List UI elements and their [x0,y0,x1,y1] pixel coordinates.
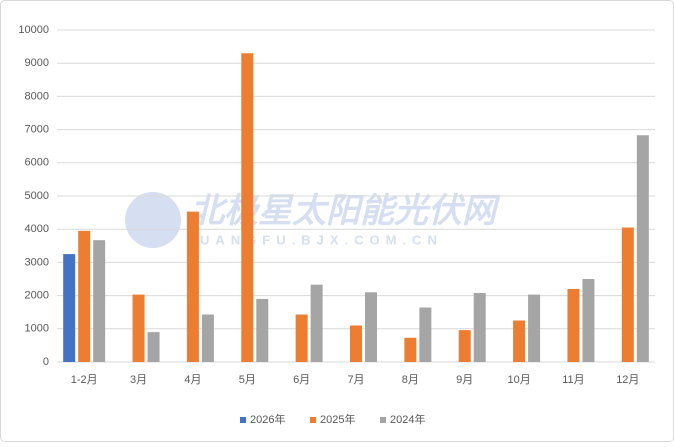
x-tick-label: 4月 [184,374,201,386]
bar [63,254,76,362]
bar [310,284,323,362]
bar [419,307,432,362]
legend-swatch [240,417,246,423]
y-tick-label: 10000 [18,24,49,36]
bar [256,298,269,362]
y-tick-label: 8000 [25,90,49,102]
y-tick-label: 3000 [25,256,49,268]
x-tick-label: 12月 [616,374,639,386]
x-tick-label: 10月 [507,374,530,386]
bar [404,337,417,362]
bar [582,279,595,362]
bar [132,294,145,362]
legend-label: 2024年 [390,412,425,426]
y-tick-label: 5000 [25,190,49,202]
bar [567,288,580,362]
bar [295,314,308,362]
bar [458,330,471,362]
bar [201,314,214,362]
x-tick-label: 11月 [562,374,584,386]
y-tick-label: 1000 [25,323,49,335]
bar [473,292,486,362]
watermark-url: UANGFU.BJX.COM.CN [200,232,443,247]
bar [636,135,649,362]
legend-swatch [310,417,316,423]
x-tick-label: 8月 [402,374,419,386]
y-tick-label: 0 [43,356,49,368]
bar [93,240,106,362]
x-tick-label: 5月 [239,374,256,386]
x-tick-label: 1-2月 [71,374,98,386]
x-tick-label: 9月 [456,374,473,386]
bar [186,211,199,362]
watermark-logo [125,192,181,248]
x-tick-label: 6月 [293,374,310,386]
bar [147,332,160,362]
x-tick-label: 3月 [130,374,147,386]
legend-label: 2025年 [320,412,355,426]
bar [528,294,541,362]
y-tick-label: 6000 [25,157,49,169]
y-tick-label: 7000 [25,124,49,136]
y-tick-label: 4000 [25,223,49,235]
bar [350,325,362,362]
bar [241,53,254,363]
bar [513,320,526,362]
legend-label: 2026年 [250,412,285,426]
x-tick-label: 7月 [347,374,364,386]
bar [621,227,634,362]
y-tick-label: 9000 [25,57,49,69]
watermark-text: 北极星太阳能光伏网 [190,192,501,230]
y-tick-label: 2000 [25,290,49,302]
legend-swatch [380,417,386,423]
bar [78,230,91,362]
bar [365,292,377,362]
